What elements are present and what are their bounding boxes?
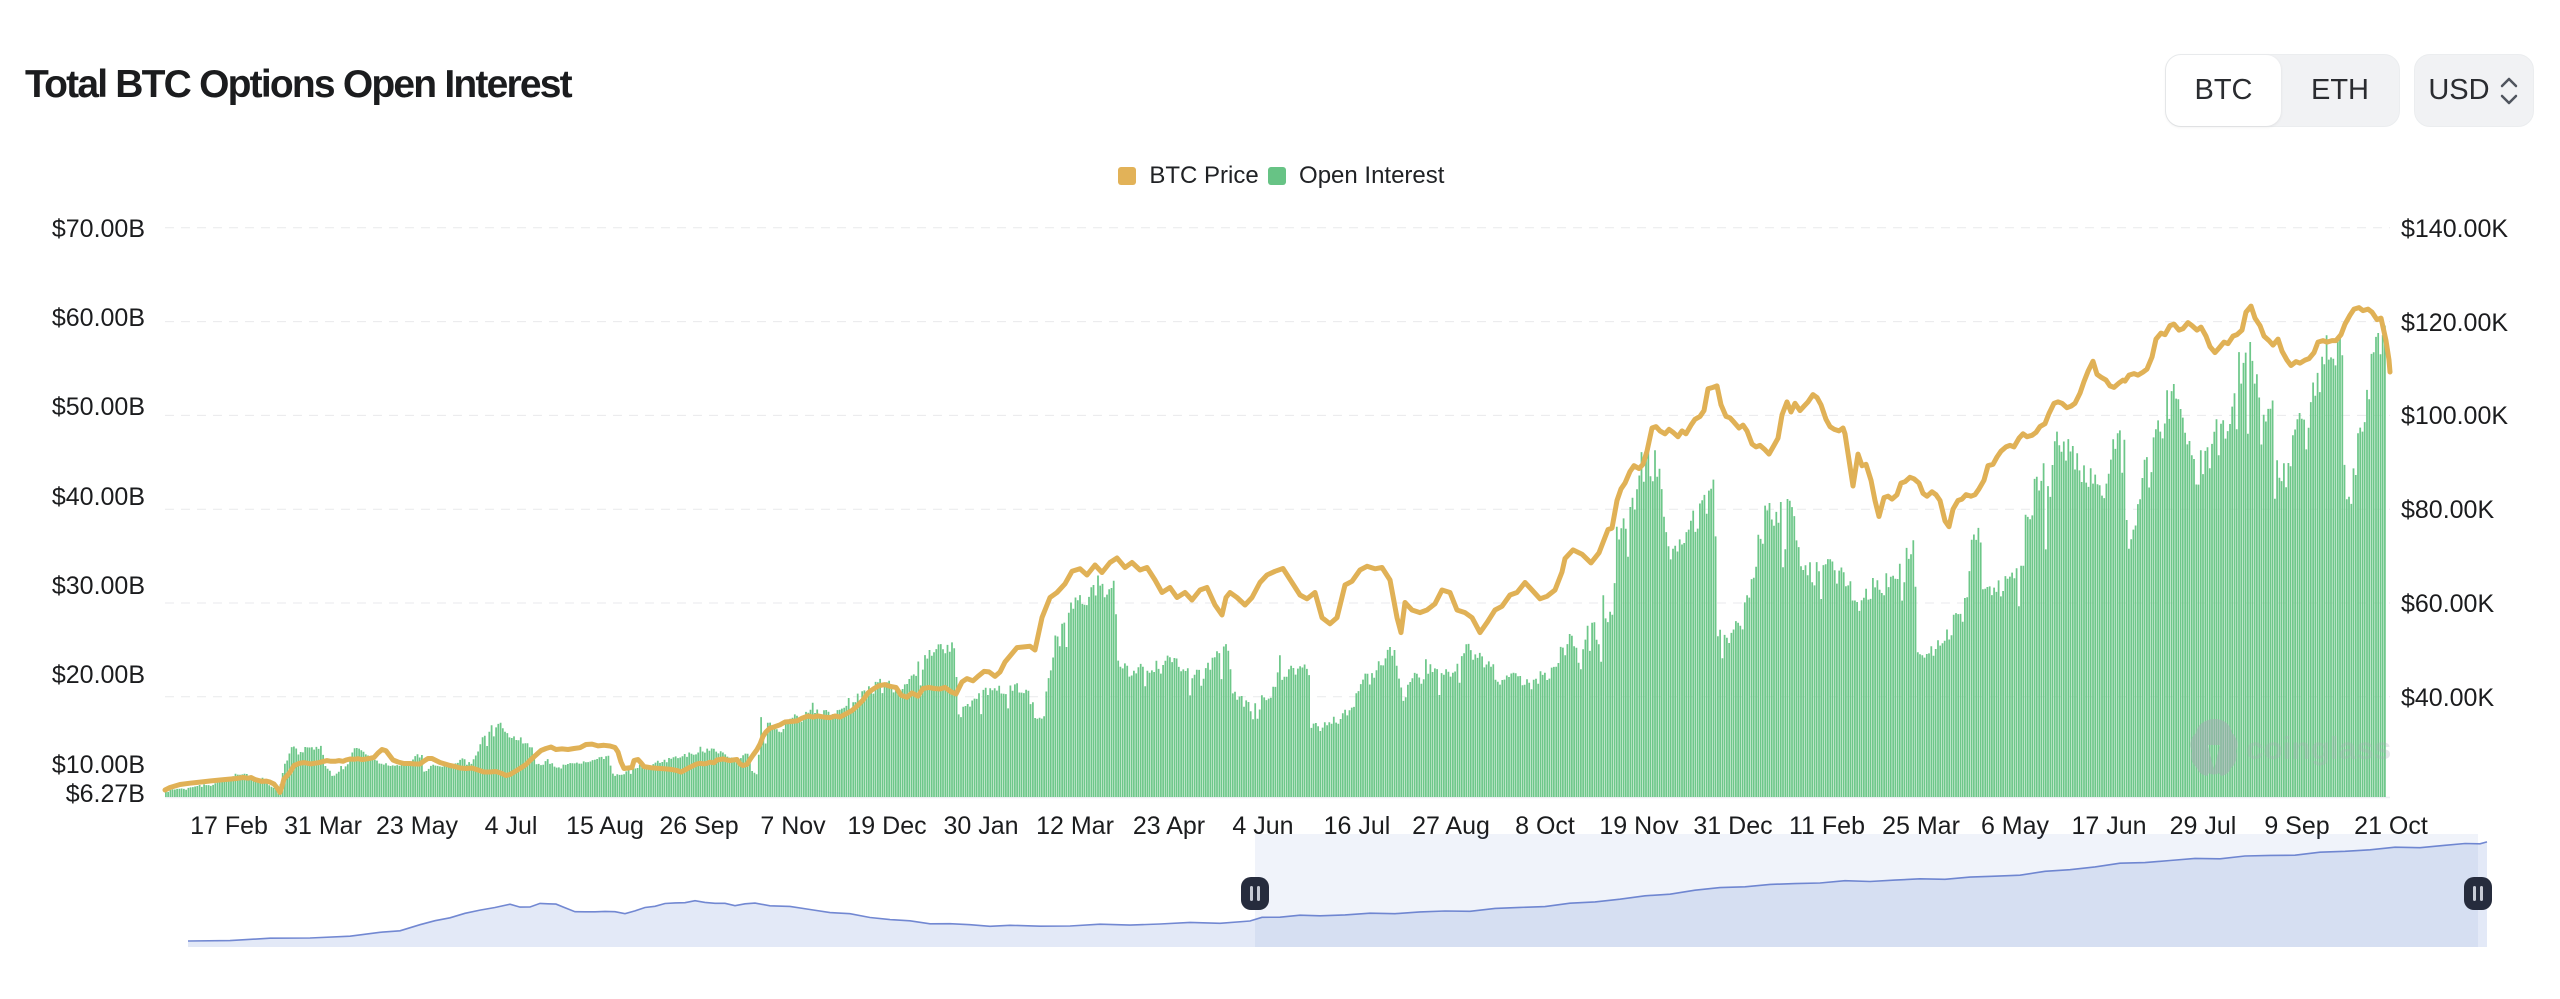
- svg-text:$10.00B: $10.00B: [52, 751, 145, 779]
- svg-text:16 Jul: 16 Jul: [1324, 812, 1391, 840]
- svg-text:$20.00B: $20.00B: [52, 661, 145, 689]
- svg-text:$80.00K: $80.00K: [2401, 496, 2494, 524]
- svg-text:6 May: 6 May: [1981, 812, 2050, 840]
- svg-text:29 Jul: 29 Jul: [2170, 812, 2237, 840]
- svg-text:$140.00K: $140.00K: [2401, 215, 2508, 243]
- svg-text:27 Aug: 27 Aug: [1412, 812, 1490, 840]
- svg-text:8 Oct: 8 Oct: [1515, 812, 1575, 840]
- svg-text:4 Jul: 4 Jul: [485, 812, 538, 840]
- svg-text:17 Jun: 17 Jun: [2071, 812, 2146, 840]
- svg-text:$40.00K: $40.00K: [2401, 684, 2494, 712]
- svg-text:$70.00B: $70.00B: [52, 215, 145, 243]
- svg-text:$60.00B: $60.00B: [52, 304, 145, 332]
- svg-text:23 Apr: 23 Apr: [1133, 812, 1205, 840]
- svg-text:11 Feb: 11 Feb: [1789, 812, 1865, 840]
- svg-text:23 May: 23 May: [376, 812, 458, 840]
- svg-text:12 Mar: 12 Mar: [1036, 812, 1114, 840]
- svg-text:19 Dec: 19 Dec: [847, 812, 926, 840]
- svg-text:26 Sep: 26 Sep: [659, 812, 738, 840]
- svg-text:$30.00B: $30.00B: [52, 572, 145, 600]
- svg-text:15 Aug: 15 Aug: [566, 812, 644, 840]
- svg-text:coinglass: coinglass: [2246, 730, 2391, 766]
- svg-text:17 Feb: 17 Feb: [190, 812, 268, 840]
- svg-text:9 Sep: 9 Sep: [2264, 812, 2329, 840]
- svg-text:$100.00K: $100.00K: [2401, 402, 2508, 430]
- svg-text:31 Mar: 31 Mar: [284, 812, 362, 840]
- svg-text:$6.27B: $6.27B: [66, 780, 145, 808]
- svg-text:$50.00B: $50.00B: [52, 393, 145, 421]
- svg-text:25 Mar: 25 Mar: [1882, 812, 1960, 840]
- svg-text:19 Nov: 19 Nov: [1599, 812, 1679, 840]
- svg-text:$40.00B: $40.00B: [52, 483, 145, 511]
- svg-text:7 Nov: 7 Nov: [760, 812, 826, 840]
- svg-text:$120.00K: $120.00K: [2401, 309, 2508, 337]
- svg-text:21 Oct: 21 Oct: [2354, 812, 2428, 840]
- svg-text:$60.00K: $60.00K: [2401, 590, 2494, 618]
- svg-text:30 Jan: 30 Jan: [943, 812, 1018, 840]
- svg-text:31 Dec: 31 Dec: [1693, 812, 1772, 840]
- svg-text:4 Jun: 4 Jun: [1232, 812, 1293, 840]
